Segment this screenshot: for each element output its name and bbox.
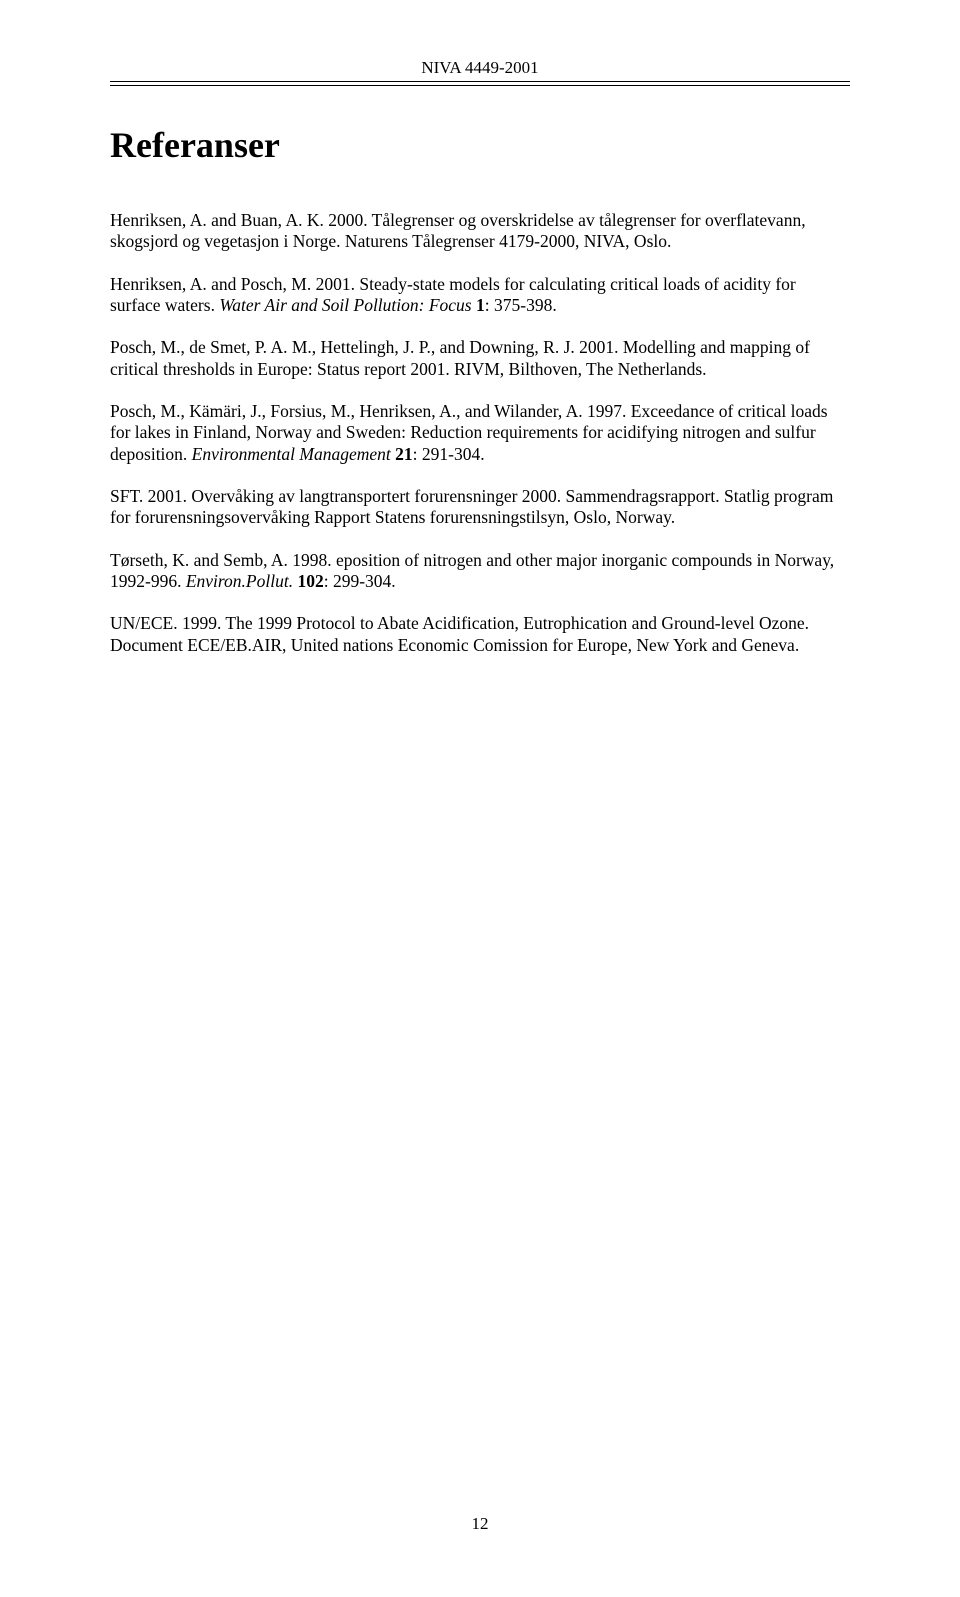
reference-entry: SFT. 2001. Overvåking av langtransporter… [110, 486, 850, 529]
reference-entry: Henriksen, A. and Buan, A. K. 2000. Tåle… [110, 210, 850, 253]
reference-volume: 102 [297, 571, 323, 591]
reference-volume: 21 [395, 444, 413, 464]
reference-journal: Environmental Management [192, 444, 395, 464]
document-header: NIVA 4449-2001 [110, 58, 850, 81]
page-number: 12 [0, 1514, 960, 1534]
reference-entry: Posch, M., Kämäri, J., Forsius, M., Henr… [110, 401, 850, 465]
header-divider [110, 81, 850, 86]
page-title: Referanser [110, 124, 850, 166]
reference-pages: : 291-304. [413, 444, 485, 464]
reference-entry: UN/ECE. 1999. The 1999 Protocol to Abate… [110, 613, 850, 656]
reference-entry: Posch, M., de Smet, P. A. M., Hettelingh… [110, 337, 850, 380]
reference-journal: Environ.Pollut. [186, 571, 298, 591]
reference-journal: Water Air and Soil Pollution: Focus [219, 295, 476, 315]
reference-pages: : 299-304. [324, 571, 396, 591]
page-container: NIVA 4449-2001 Referanser Henriksen, A. … [0, 0, 960, 656]
reference-pages: : 375-398. [485, 295, 557, 315]
reference-entry: Henriksen, A. and Posch, M. 2001. Steady… [110, 274, 850, 317]
reference-entry: Tørseth, K. and Semb, A. 1998. eposition… [110, 550, 850, 593]
reference-volume: 1 [476, 295, 485, 315]
